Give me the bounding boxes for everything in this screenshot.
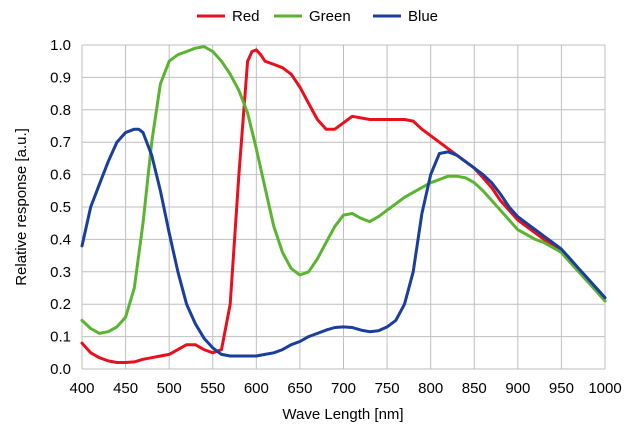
x-tick-label: 650 xyxy=(287,380,312,397)
legend-label: Blue xyxy=(408,8,438,25)
x-tick-label: 900 xyxy=(505,380,530,397)
y-tick-label: 1.0 xyxy=(50,37,71,54)
x-tick-label: 750 xyxy=(375,380,400,397)
x-tick-label: 400 xyxy=(69,380,94,397)
x-tick-label: 800 xyxy=(418,380,443,397)
y-axis-ticks: 0.0 0.1 0.2 0.3 0.4 0.5 0.6 0.7 0.8 0.9 1.0 xyxy=(50,37,71,378)
x-tick-label: 850 xyxy=(462,380,487,397)
x-tick-label: 450 xyxy=(113,380,138,397)
y-tick-label: 0.0 xyxy=(50,361,71,378)
x-tick-label: 500 xyxy=(157,380,182,397)
chart-legend: Red Green Blue xyxy=(197,8,438,25)
y-tick-label: 0.3 xyxy=(50,264,71,281)
legend-label: Red xyxy=(232,8,260,25)
x-axis-label: Wave Length [nm] xyxy=(282,406,403,423)
series-line-green xyxy=(80,45,607,335)
x-tick-label: 700 xyxy=(331,380,356,397)
y-tick-label: 0.5 xyxy=(50,199,71,216)
series-line-blue xyxy=(80,127,607,358)
chart-grid xyxy=(81,44,606,370)
y-axis-label: Relative response [a.u.] xyxy=(13,128,30,286)
x-axis-ticks: 400 450 500 550 600 650 700 750 800 850 900 950 1000 xyxy=(69,380,621,397)
x-tick-label: 1000 xyxy=(588,380,621,397)
y-tick-label: 0.8 xyxy=(50,102,71,119)
legend-item-green: Green xyxy=(274,8,351,25)
y-tick-label: 0.7 xyxy=(50,134,71,151)
legend-item-blue: Blue xyxy=(373,8,438,25)
y-tick-label: 0.6 xyxy=(50,167,71,184)
chart-series xyxy=(80,45,607,364)
x-tick-label: 950 xyxy=(549,380,574,397)
y-tick-label: 0.9 xyxy=(50,69,71,86)
series-line-red xyxy=(80,48,607,364)
y-tick-label: 0.1 xyxy=(50,329,71,346)
x-tick-label: 600 xyxy=(244,380,269,397)
legend-item-red: Red xyxy=(197,8,260,25)
y-tick-label: 0.4 xyxy=(50,231,71,248)
x-tick-label: 550 xyxy=(200,380,225,397)
legend-label: Green xyxy=(309,8,351,25)
y-tick-label: 0.2 xyxy=(50,296,71,313)
